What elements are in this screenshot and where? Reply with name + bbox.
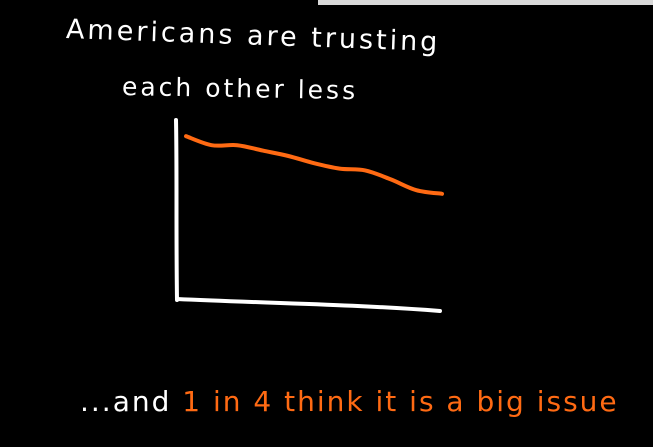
trust-trend-line bbox=[184, 134, 444, 196]
caption: ...and 1 in 4 think it is a big issue bbox=[80, 385, 619, 418]
y-axis bbox=[174, 118, 179, 302]
top-edge-strip bbox=[318, 0, 653, 5]
series-layer bbox=[184, 134, 444, 196]
caption-highlight: 1 in 4 think it is a big issue bbox=[182, 385, 619, 418]
caption-prefix: ...and bbox=[80, 385, 183, 418]
x-axis bbox=[175, 297, 442, 313]
